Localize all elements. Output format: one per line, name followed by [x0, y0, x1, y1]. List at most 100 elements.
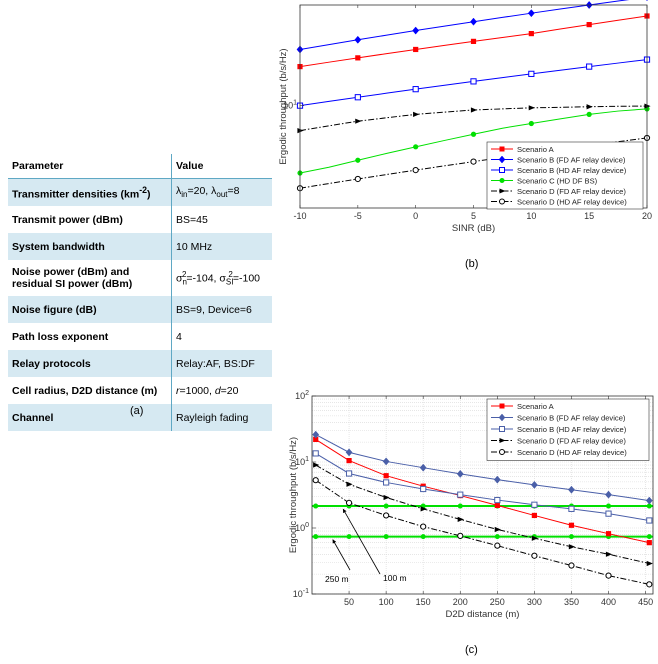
- caption-c: (c): [465, 644, 478, 656]
- data-point-circle-filled: [420, 534, 426, 540]
- data-point-circle-open: [531, 552, 538, 559]
- data-point-circle-filled: [413, 144, 419, 150]
- x-tick-label: 50: [344, 597, 354, 607]
- data-point-square-open: [345, 470, 353, 477]
- grid: [312, 396, 653, 595]
- param-cell: Channel: [8, 404, 172, 431]
- x-tick-label: 200: [453, 597, 468, 607]
- data-point-square-filled: [568, 522, 575, 528]
- x-tick-label: 150: [416, 597, 431, 607]
- data-point-circle-filled: [499, 178, 505, 183]
- value-cell: Rayleigh fading: [171, 404, 272, 431]
- data-point-circle-filled: [346, 534, 352, 540]
- data-point-square-filled: [470, 38, 477, 44]
- legend-item: Scenario A: [491, 402, 555, 411]
- series-line: [315, 438, 650, 544]
- data-point-circle-open: [646, 581, 653, 588]
- data-point-square-filled: [528, 30, 534, 37]
- value-fragment: SI: [225, 277, 234, 287]
- series-scenario-d-fd-af-relay-device-: [313, 462, 653, 567]
- value-cell: 10 MHz: [171, 233, 272, 260]
- plot-frame: [299, 4, 648, 209]
- table-row: Relay protocols Relay:AF, BS:DF: [8, 350, 272, 377]
- legend-label: Scenario B (HD AF relay device): [517, 425, 627, 434]
- data-point-square-open: [643, 56, 651, 63]
- data-point-circle-filled: [457, 534, 463, 540]
- unit-superscript: -2: [139, 184, 147, 195]
- legend-item: Scenario D (HD AF relay device): [491, 448, 627, 457]
- series-scenario-c-hd-df-bs-: [297, 106, 650, 176]
- data-point-square-open: [296, 102, 304, 109]
- legend-box: [486, 398, 650, 461]
- series-scenario-a: [313, 436, 652, 546]
- data-point-circle-filled: [606, 503, 612, 509]
- x-tick-label: 15: [584, 211, 594, 221]
- data-point-circle-filled: [646, 503, 652, 509]
- value-fragment: out: [216, 190, 228, 200]
- param-cell: Relay protocols: [8, 350, 172, 377]
- table-row: Cell radius, D2D distance (m) r=1000, d=2…: [8, 377, 272, 404]
- value-fragment: =8: [227, 185, 240, 198]
- legend-label: Scenario B (FD AF relay device): [517, 414, 626, 423]
- data-point-circle-open: [354, 175, 361, 183]
- legend: Scenario A Scenario B (FD AF relay device…: [486, 398, 650, 461]
- data-point-square-open: [646, 517, 653, 524]
- data-point-diamond-filled: [585, 1, 593, 9]
- series-line: [315, 434, 650, 502]
- legend-label: Scenario B (FD AF relay device): [517, 156, 626, 165]
- data-point-square-filled: [383, 473, 389, 479]
- annotations: 250 m 100 m: [325, 508, 407, 584]
- caption-a: (a): [130, 405, 144, 417]
- data-point-square-filled: [531, 512, 537, 519]
- unit-close: ): [147, 188, 151, 201]
- data-point-square-filled: [420, 483, 426, 489]
- value-fragment: BS=45: [176, 213, 208, 226]
- data-point-triangle-right: [470, 107, 478, 113]
- param-cell: Noise power (dBm) and residual SI power …: [8, 260, 172, 296]
- y-axis-label: Ergodic throughput (b/s/Hz): [288, 437, 299, 553]
- data-point-diamond-filled: [354, 35, 362, 44]
- data-point-diamond-filled: [646, 0, 648, 2]
- y-tick-label: 101: [295, 456, 309, 467]
- data-point-circle-filled: [297, 170, 303, 176]
- legend: Scenario A Scenario B (FD AF relay device…: [486, 141, 644, 210]
- annotation-arrow: [342, 508, 381, 575]
- data-point-triangle-right: [420, 506, 427, 512]
- legend-label: Scenario D (HD AF relay device): [517, 448, 627, 457]
- data-point-square-open: [412, 86, 419, 93]
- data-point-triangle-right: [313, 462, 320, 468]
- value-fragment: =20,: [187, 185, 212, 198]
- data-point-square-open: [531, 501, 538, 508]
- value-fragment: =-100: [232, 272, 261, 285]
- plot-area: [312, 396, 653, 594]
- data-point-triangle-right: [494, 526, 501, 533]
- data-point-circle-filled: [528, 120, 534, 127]
- x-tick-label: 5: [471, 211, 476, 221]
- param-cell: Noise figure (dB): [8, 296, 172, 323]
- x-tick-label: 350: [564, 597, 579, 607]
- legend-item: Scenario A: [491, 145, 555, 154]
- annotation-label: 250 m: [325, 574, 349, 584]
- x-axis-label: D2D distance (m): [446, 609, 520, 620]
- data-point-square-open: [420, 485, 427, 493]
- data-point-diamond-filled: [568, 485, 575, 494]
- series-line: [299, 0, 630, 50]
- data-point-circle-open: [345, 499, 353, 507]
- value-fragment: Relay:AF, BS:DF: [176, 357, 255, 370]
- series-scenario-b-fd-af-relay-device-: [312, 430, 653, 505]
- series-line: [315, 479, 650, 585]
- data-point-square-filled: [457, 492, 463, 499]
- y-tick-label: 102: [295, 390, 309, 401]
- data-point-triangle-right: [355, 118, 362, 124]
- x-tick-label: 0: [413, 211, 418, 221]
- value-cell: r=1000, d=20: [172, 377, 273, 404]
- value-cell: σn2=-104, σSI2=-100: [172, 260, 273, 296]
- data-point-diamond-filled: [498, 155, 506, 164]
- data-point-circle-filled: [470, 131, 477, 137]
- value-fragment: BS=9, Device=6: [176, 303, 252, 316]
- table-header-row: Parameter Value: [8, 154, 272, 179]
- data-point-square-open: [457, 491, 464, 498]
- value-cell: BS=9, Device=6: [171, 296, 272, 323]
- series-scenario-b-fd-af-relay-device-: [296, 0, 648, 54]
- annotation-label: 100 m: [383, 573, 407, 583]
